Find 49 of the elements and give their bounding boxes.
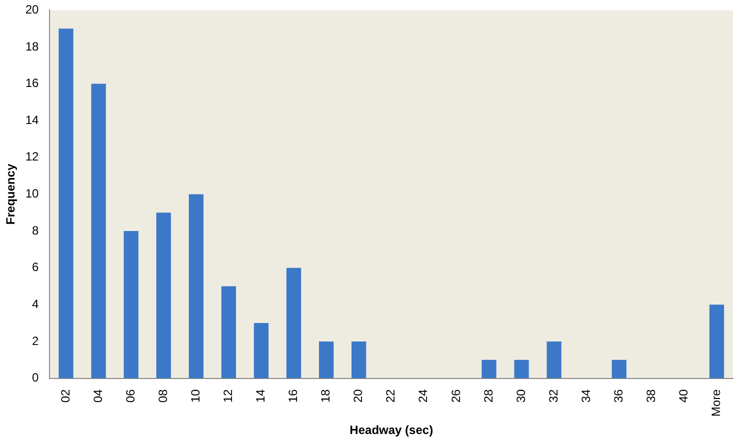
bar (58, 28, 74, 378)
x-tick-label: 24 (416, 388, 430, 403)
bar (709, 304, 724, 378)
x-tick-label: 12 (221, 388, 236, 403)
bar (254, 323, 269, 378)
bar (352, 341, 366, 378)
bar (188, 194, 204, 378)
bar (124, 231, 138, 378)
bar (514, 360, 529, 378)
bar (318, 341, 334, 378)
x-tick-label: 38 (644, 388, 658, 403)
bar (612, 360, 626, 378)
bar (156, 212, 171, 378)
bar (91, 84, 106, 378)
y-tick-label: 10 (25, 186, 40, 201)
x-tick-label: 34 (578, 388, 593, 403)
x-tick-label: 20 (351, 388, 366, 403)
bar (546, 341, 562, 378)
y-tick-label: 16 (25, 76, 40, 90)
bar (286, 268, 302, 378)
x-tick-label: 14 (254, 388, 268, 403)
x-tick-label: 08 (156, 388, 170, 403)
y-tick-label: 2 (32, 334, 40, 348)
x-tick-label: 26 (448, 388, 463, 403)
x-tick-label: 10 (188, 388, 202, 403)
x-tick-label: 30 (514, 388, 528, 403)
y-tick-label: 0 (32, 370, 40, 385)
x-tick-label: 32 (546, 388, 560, 403)
x-tick-label: 16 (286, 388, 300, 403)
y-axis-title: Frequency (4, 164, 18, 225)
x-tick-label: 22 (384, 388, 398, 403)
y-tick-label: 6 (32, 260, 40, 274)
bar (221, 286, 236, 378)
y-tick-label: 4 (32, 296, 40, 311)
x-tick-label: 06 (123, 388, 138, 403)
y-tick-label: 18 (25, 39, 40, 54)
y-tick-label: 12 (25, 150, 40, 164)
y-tick-label: 14 (25, 112, 40, 127)
x-axis-title: Headway (sec) (350, 423, 434, 438)
x-tick-label: More (709, 388, 724, 417)
x-tick-label: 04 (90, 388, 105, 403)
x-tick-label: 28 (481, 388, 496, 403)
x-tick-label: 40 (676, 388, 691, 403)
x-tick-label: 02 (58, 388, 72, 403)
x-tick-label: 18 (318, 388, 333, 403)
y-tick-label: 20 (25, 2, 40, 17)
y-tick-label: 8 (32, 223, 40, 238)
bar (482, 360, 496, 378)
x-tick-label: 36 (611, 388, 626, 403)
